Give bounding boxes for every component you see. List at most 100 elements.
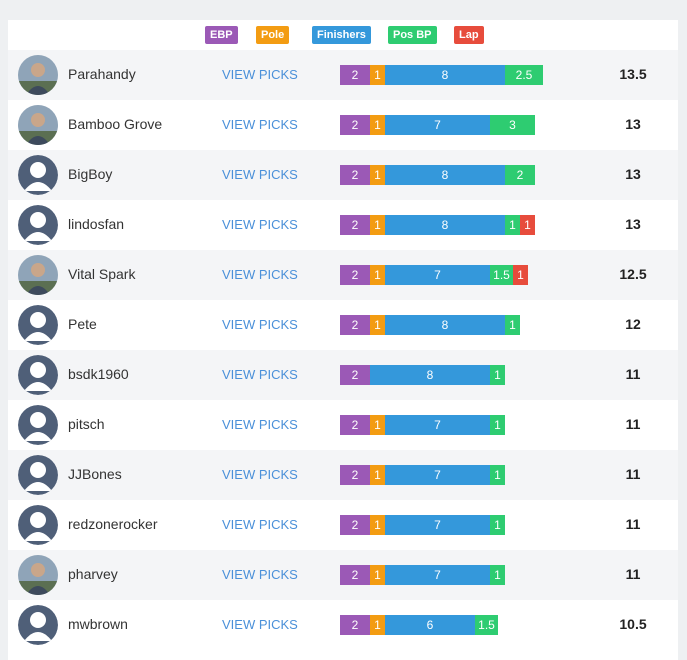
bar-segment-finishers: 8 xyxy=(385,215,505,235)
bar-segment-posbp: 1.5 xyxy=(490,265,513,285)
bar-segment-ebp: 2 xyxy=(340,415,370,435)
player-name: JJBones xyxy=(68,466,122,482)
total-score: 11 xyxy=(625,516,641,532)
bar-segment-ebp: 2 xyxy=(340,165,370,185)
bar-segment-ebp: 2 xyxy=(340,565,370,585)
bar-segment-posbp: 1 xyxy=(490,465,505,485)
total-score: 13 xyxy=(625,116,641,132)
view-picks-link[interactable]: VIEW PICKS xyxy=(222,617,298,632)
table-row: pharvey VIEW PICKS 2 1 7 1 11 xyxy=(8,550,678,600)
player-name: mwbrown xyxy=(68,616,128,632)
bar-segment-lap: 1 xyxy=(513,265,528,285)
bar-segment-finishers: 7 xyxy=(385,115,490,135)
table-row: BigBoy VIEW PICKS 2 1 8 2 13 xyxy=(8,150,678,200)
view-picks-link[interactable]: VIEW PICKS xyxy=(222,567,298,582)
bar-segment-pole: 1 xyxy=(370,215,385,235)
avatar xyxy=(18,105,58,145)
view-picks-link[interactable]: VIEW PICKS xyxy=(222,217,298,232)
legend-posbp: Pos BP xyxy=(388,26,437,44)
bar-segment-pole: 1 xyxy=(370,165,385,185)
player-name: pharvey xyxy=(68,566,118,582)
bar-segment-pole: 1 xyxy=(370,315,385,335)
bar-segment-ebp: 2 xyxy=(340,215,370,235)
table-row: pitsch VIEW PICKS 2 1 7 1 11 xyxy=(8,400,678,450)
view-picks-link[interactable]: VIEW PICKS xyxy=(222,67,298,82)
view-picks-link[interactable]: VIEW PICKS xyxy=(222,267,298,282)
bar-segment-posbp: 1 xyxy=(505,215,520,235)
bar-segment-ebp: 2 xyxy=(340,615,370,635)
total-score: 11 xyxy=(625,466,641,482)
bar-segment-pole: 1 xyxy=(370,515,385,535)
bar-segment-finishers: 8 xyxy=(370,365,490,385)
table-row: JJBones VIEW PICKS 2 1 7 1 11 xyxy=(8,450,678,500)
bar-segment-posbp: 1 xyxy=(490,365,505,385)
table-row: mwbrown VIEW PICKS 2 1 6 1.5 10.5 xyxy=(8,600,678,650)
bar-segment-finishers: 8 xyxy=(385,65,505,85)
bar-segment-ebp: 2 xyxy=(340,465,370,485)
bar-segment-posbp: 1 xyxy=(490,565,505,585)
bar-segment-posbp: 3 xyxy=(490,115,535,135)
default-avatar-icon xyxy=(18,455,58,495)
total-score: 13.5 xyxy=(619,66,647,82)
bar-segment-lap: 1 xyxy=(520,215,535,235)
legend-pole: Pole xyxy=(256,26,290,44)
table-row: redzonerocker VIEW PICKS 2 1 7 1 11 xyxy=(8,500,678,550)
bar-segment-finishers: 8 xyxy=(385,165,505,185)
table-row: Vital Spark VIEW PICKS 2 1 7 1.5 1 12.5 xyxy=(8,250,678,300)
default-avatar-icon xyxy=(18,605,58,645)
bar-segment-ebp: 2 xyxy=(340,115,370,135)
bar-segment-ebp: 2 xyxy=(340,365,370,385)
table-row: bsdk1960 VIEW PICKS 2 8 1 11 xyxy=(8,350,678,400)
bar-segment-pole: 1 xyxy=(370,65,385,85)
player-name: Bamboo Grove xyxy=(68,116,163,132)
view-picks-link[interactable]: VIEW PICKS xyxy=(222,517,298,532)
legend-lap: Lap xyxy=(454,26,484,44)
bar-segment-finishers: 8 xyxy=(385,315,505,335)
legend-ebp: EBP xyxy=(205,26,238,44)
bar-segment-posbp: 1 xyxy=(505,315,520,335)
legend-finishers: Finishers xyxy=(312,26,371,44)
avatar xyxy=(18,555,58,595)
total-score: 12 xyxy=(625,316,641,332)
bar-segment-posbp: 1.5 xyxy=(475,615,498,635)
view-picks-link[interactable]: VIEW PICKS xyxy=(222,467,298,482)
player-name: BigBoy xyxy=(68,166,113,182)
default-avatar-icon xyxy=(18,355,58,395)
bar-segment-finishers: 6 xyxy=(385,615,475,635)
table-row: lindosfan VIEW PICKS 2 1 8 1 1 13 xyxy=(8,200,678,250)
bar-segment-ebp: 2 xyxy=(340,315,370,335)
table-row: Bamboo Grove VIEW PICKS 2 1 7 3 13 xyxy=(8,100,678,150)
bar-segment-pole: 1 xyxy=(370,115,385,135)
bar-segment-posbp: 2 xyxy=(505,165,535,185)
player-name: redzonerocker xyxy=(68,516,158,532)
default-avatar-icon xyxy=(18,205,58,245)
bar-segment-pole: 1 xyxy=(370,415,385,435)
default-avatar-icon xyxy=(18,305,58,345)
default-avatar-icon xyxy=(18,405,58,445)
bar-segment-pole: 1 xyxy=(370,615,385,635)
leaderboard-panel: EBP Pole Finishers Pos BP Lap Parahandy VIEW … xyxy=(8,20,678,660)
player-name: pitsch xyxy=(68,416,105,432)
bar-segment-finishers: 7 xyxy=(385,265,490,285)
player-name: lindosfan xyxy=(68,216,125,232)
bar-segment-posbp: 1 xyxy=(490,515,505,535)
player-name: bsdk1960 xyxy=(68,366,129,382)
view-picks-link[interactable]: VIEW PICKS xyxy=(222,117,298,132)
default-avatar-icon xyxy=(18,155,58,195)
player-name: Parahandy xyxy=(68,66,136,82)
bar-segment-posbp: 2.5 xyxy=(505,65,543,85)
avatar xyxy=(18,255,58,295)
view-picks-link[interactable]: VIEW PICKS xyxy=(222,317,298,332)
default-avatar-icon xyxy=(18,505,58,545)
bar-segment-pole: 1 xyxy=(370,565,385,585)
bar-segment-finishers: 7 xyxy=(385,465,490,485)
view-picks-link[interactable]: VIEW PICKS xyxy=(222,167,298,182)
bar-segment-posbp: 1 xyxy=(490,415,505,435)
bar-segment-ebp: 2 xyxy=(340,265,370,285)
player-name: Pete xyxy=(68,316,97,332)
player-name: Vital Spark xyxy=(68,266,136,282)
bar-segment-finishers: 7 xyxy=(385,565,490,585)
total-score: 11 xyxy=(625,416,641,432)
view-picks-link[interactable]: VIEW PICKS xyxy=(222,417,298,432)
view-picks-link[interactable]: VIEW PICKS xyxy=(222,367,298,382)
